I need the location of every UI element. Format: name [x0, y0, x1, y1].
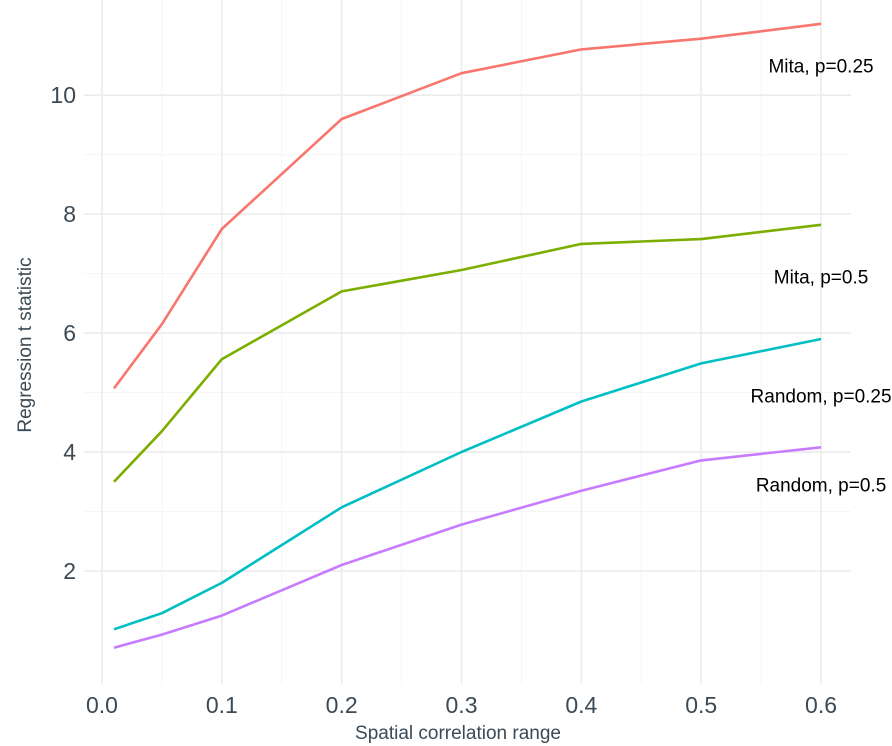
series-label-mita-p-0-5: Mita, p=0.5 — [774, 268, 869, 289]
y-tick-label: 8 — [63, 201, 76, 227]
y-tick-label: 4 — [63, 439, 76, 465]
series-line-random-p-0-25 — [113, 337, 822, 631]
x-tick-label: 0.3 — [446, 692, 478, 718]
series-label-mita-p-0-25: Mita, p=0.25 — [768, 56, 873, 77]
series-line-mita-p-0-25 — [112, 22, 822, 390]
series-line-mita-p-0-5 — [113, 223, 822, 483]
x-tick-label: 0.0 — [86, 692, 118, 718]
x-tick-label: 0.5 — [685, 692, 717, 718]
y-tick-label: 10 — [50, 82, 76, 108]
x-tick-label: 0.4 — [565, 692, 597, 718]
series-label-random-p-0-5: Random, p=0.5 — [756, 476, 886, 497]
y-tick-label: 2 — [63, 558, 76, 584]
series-label-random-p-0-25: Random, p=0.25 — [751, 387, 892, 408]
grid — [84, 0, 851, 684]
x-tick-label: 0.2 — [326, 692, 358, 718]
series-lines — [112, 22, 822, 649]
x-tick-label: 0.6 — [805, 692, 837, 718]
y-axis-tick-labels: 2 4 6 8 10 — [50, 82, 76, 584]
x-tick-label: 0.1 — [206, 692, 238, 718]
y-tick-label: 6 — [63, 320, 76, 346]
x-axis-tick-labels: 0.0 0.1 0.2 0.3 0.4 0.5 0.6 — [86, 692, 837, 718]
y-axis-title: Regression t statistic — [15, 257, 36, 432]
series-line-random-p-0-5 — [113, 446, 822, 649]
x-axis-title: Spatial correlation range — [355, 723, 561, 744]
series-labels: Mita, p=0.25 Mita, p=0.5 Random, p=0.25 Ran… — [751, 56, 892, 496]
